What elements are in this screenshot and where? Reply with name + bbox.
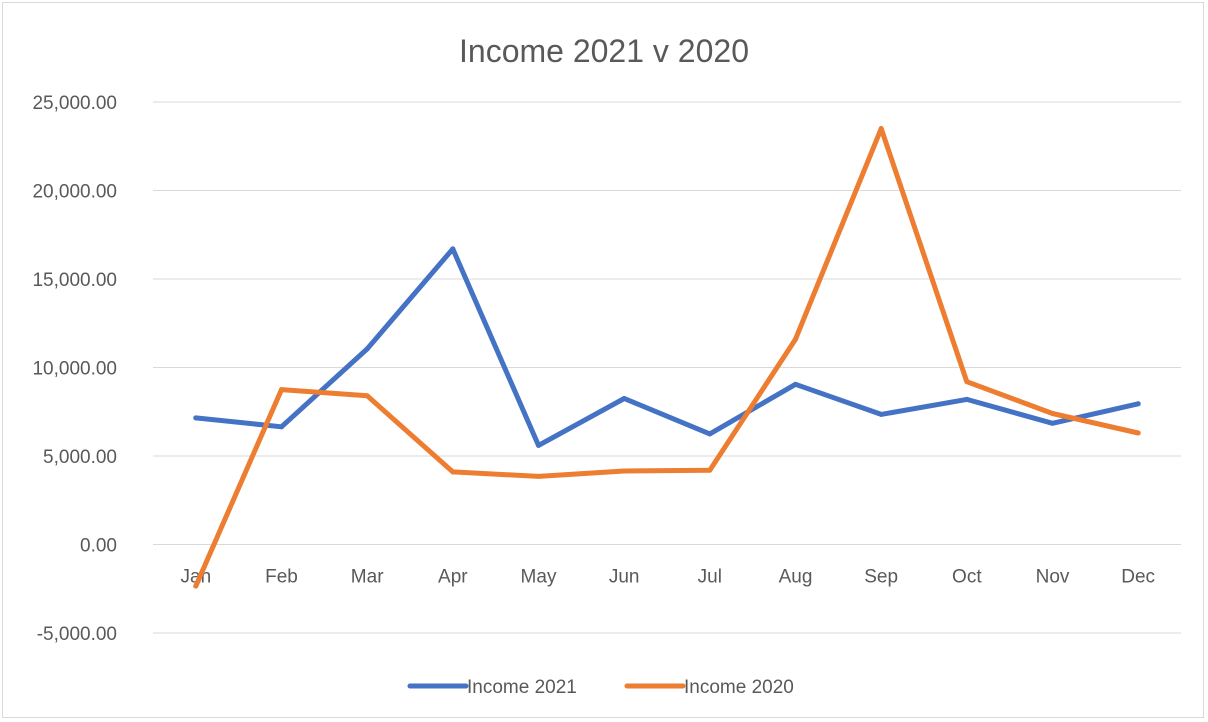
gridlines	[153, 101, 1181, 634]
series-line-2[interactable]	[193, 126, 1141, 589]
data-point[interactable]	[878, 126, 884, 132]
data-point[interactable]	[279, 424, 284, 430]
legend-label: Income 2021	[467, 677, 577, 698]
x-tick-label: Mar	[351, 567, 384, 588]
data-point[interactable]	[1050, 420, 1055, 426]
x-tick-label: May	[521, 567, 557, 588]
y-axis-labels: -5,000.00 0.00 5,000.00 10,000.00 15,000.00 2…	[32, 93, 117, 645]
legend[interactable]: Income 2021 Income 2020	[407, 677, 794, 698]
data-point[interactable]	[793, 336, 798, 342]
data-point[interactable]	[364, 393, 370, 399]
x-tick-label: Dec	[1121, 567, 1155, 588]
legend-item[interactable]: Income 2021	[407, 677, 577, 698]
data-point[interactable]	[793, 381, 798, 387]
data-point[interactable]	[1135, 401, 1141, 407]
data-point[interactable]	[878, 411, 884, 417]
data-point[interactable]	[450, 246, 456, 252]
data-point[interactable]	[364, 346, 370, 352]
x-tick-label: Jul	[698, 567, 722, 588]
x-tick-label: Sep	[864, 567, 898, 588]
data-point[interactable]	[621, 395, 627, 401]
x-tick-label: Nov	[1036, 567, 1070, 588]
data-point[interactable]	[707, 431, 713, 437]
data-point[interactable]	[1050, 411, 1055, 417]
x-tick-label: Apr	[438, 567, 468, 588]
x-tick-label: Aug	[779, 567, 813, 588]
series-lines	[193, 126, 1141, 589]
data-point[interactable]	[964, 379, 970, 385]
data-point[interactable]	[1135, 430, 1141, 436]
legend-item[interactable]: Income 2020	[624, 677, 794, 698]
data-point[interactable]	[279, 387, 284, 393]
y-tick-label: 0.00	[80, 536, 117, 557]
data-point[interactable]	[536, 473, 541, 479]
data-point[interactable]	[536, 442, 541, 448]
y-tick-label: 15,000.00	[32, 270, 117, 291]
x-tick-label: Jun	[609, 567, 640, 588]
x-tick-label: Oct	[952, 567, 982, 588]
series-line-1[interactable]	[193, 246, 1141, 448]
legend-label: Income 2020	[684, 677, 794, 698]
x-tick-label: Feb	[265, 567, 298, 588]
y-tick-label: -5,000.00	[37, 624, 117, 645]
data-point[interactable]	[707, 467, 713, 473]
chart-title: Income 2021 v 2020	[459, 33, 749, 69]
y-tick-label: 25,000.00	[32, 93, 117, 114]
y-tick-label: 10,000.00	[32, 359, 117, 380]
y-tick-label: 5,000.00	[43, 447, 117, 468]
data-point[interactable]	[450, 469, 456, 475]
data-point[interactable]	[964, 396, 970, 402]
data-point[interactable]	[193, 415, 199, 421]
data-point[interactable]	[621, 468, 627, 474]
y-tick-label: 20,000.00	[32, 182, 117, 203]
data-point[interactable]	[193, 583, 199, 589]
x-axis-labels: Jan Feb Mar Apr May Jun Jul Aug Sep Oct Nov Dec	[181, 567, 1156, 588]
